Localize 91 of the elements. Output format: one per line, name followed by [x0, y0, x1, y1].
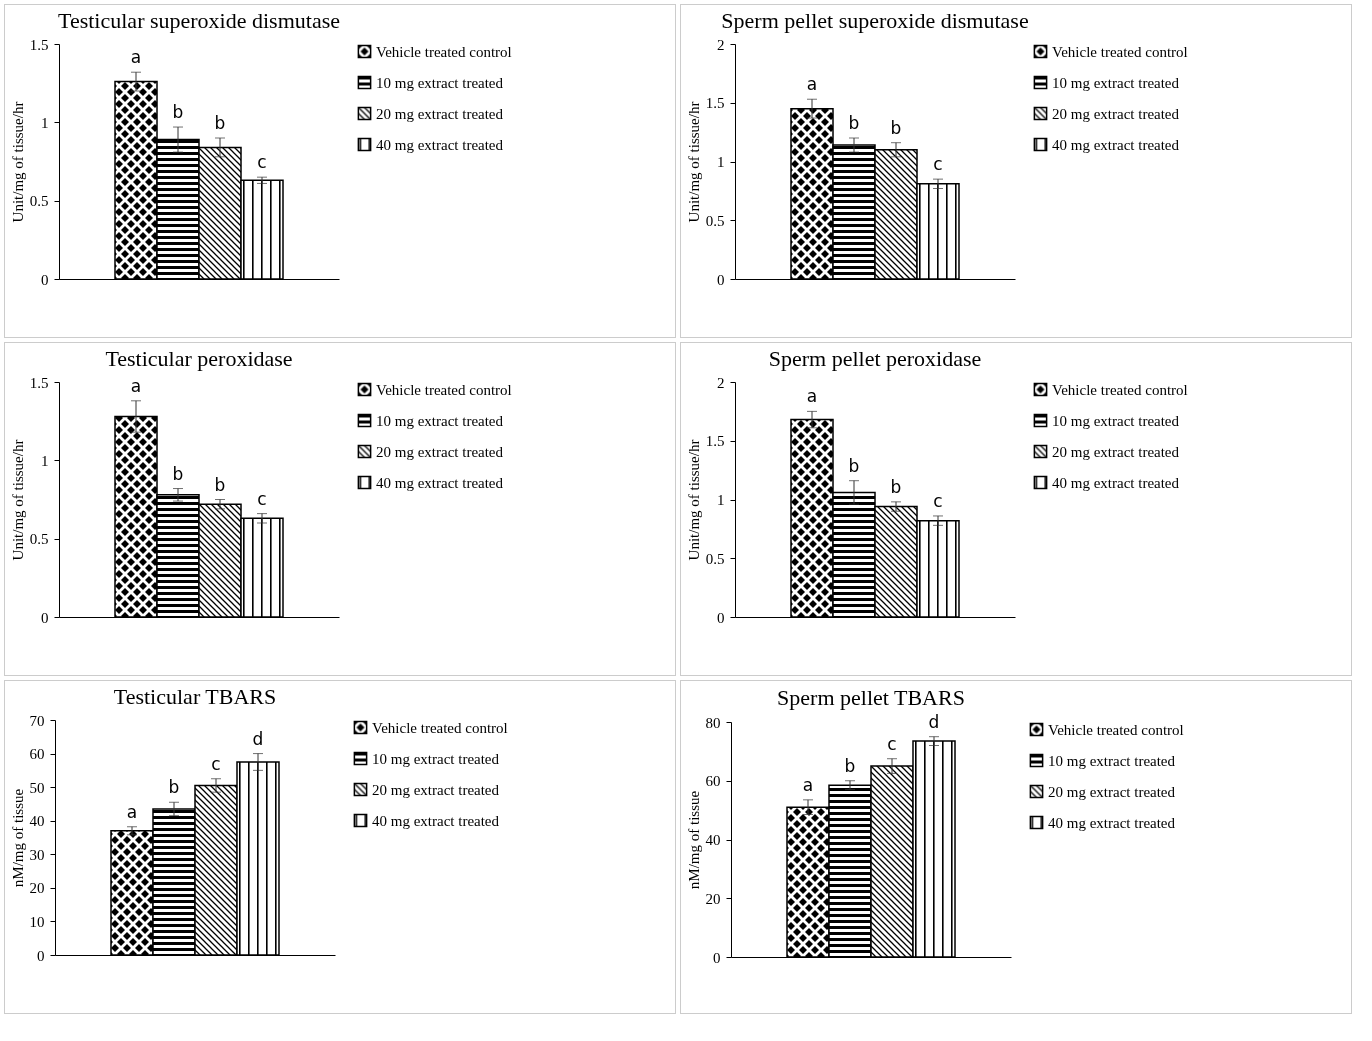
chart-title: Testicular peroxidase: [105, 346, 293, 371]
data-label: c: [887, 733, 897, 754]
data-label: b: [214, 113, 226, 133]
data-label: a: [802, 774, 814, 795]
data-label: b: [848, 455, 860, 476]
data-label: a: [126, 801, 138, 822]
y-tick-label: 0: [713, 949, 721, 966]
legend-label: 40 mg extract treated: [1048, 814, 1176, 831]
data-label: d: [252, 728, 264, 749]
y-tick-label: 10: [29, 913, 45, 930]
y-tick-label: 0: [41, 271, 49, 288]
legend-label: Vehicle treated control: [1052, 43, 1188, 60]
data-label: b: [168, 777, 180, 798]
chart-title: Sperm pellet TBARS: [777, 684, 965, 710]
chart-title: Testicular superoxide dismutase: [58, 8, 340, 33]
legend-label: 20 mg extract treated: [1052, 105, 1180, 122]
legend-label: 20 mg extract treated: [1052, 443, 1180, 460]
y-tick-label: 1.5: [705, 433, 725, 450]
data-label: c: [257, 488, 267, 509]
y-axis-title: nM/mg of tissue: [685, 790, 702, 890]
legend-label: Vehicle treated control: [1048, 721, 1184, 738]
legend-label: 40 mg extract treated: [376, 474, 504, 491]
legend-label: 40 mg extract treated: [372, 812, 500, 829]
data-label: c: [257, 152, 267, 173]
legend-label: 20 mg extract treated: [372, 781, 500, 798]
y-tick-label: 1: [41, 114, 49, 131]
y-tick-label: 0: [717, 271, 725, 288]
y-tick-label: 70: [29, 712, 45, 729]
y-axis-title: Unit/mg of tissue/hr: [9, 439, 26, 561]
y-tick-label: 0.5: [29, 531, 49, 548]
data-label: a: [806, 386, 818, 407]
legend-label: 10 mg extract treated: [1048, 752, 1176, 769]
legend-label: 10 mg extract treated: [1052, 74, 1180, 91]
legend-label: 10 mg extract treated: [376, 74, 504, 91]
y-tick-label: 2: [717, 374, 725, 391]
data-label: b: [214, 474, 226, 495]
data-label: b: [172, 463, 184, 484]
y-axis-title: Unit/mg of tissue/hr: [9, 101, 26, 223]
legend-label: 20 mg extract treated: [376, 443, 504, 460]
data-label: b: [848, 113, 860, 133]
y-tick-label: 80: [705, 714, 721, 731]
y-tick-label: 60: [29, 746, 45, 763]
y-tick-label: 20: [705, 890, 721, 907]
y-tick-label: 0.5: [705, 212, 725, 229]
data-label: a: [130, 375, 142, 396]
y-tick-label: 1: [41, 452, 49, 469]
y-axis-title: Unit/mg of tissue/hr: [685, 439, 702, 561]
y-tick-label: 30: [29, 846, 45, 863]
y-tick-label: 20: [29, 880, 45, 897]
legend-label: 40 mg extract treated: [1052, 474, 1180, 491]
y-tick-label: 40: [29, 813, 45, 830]
y-tick-label: 0: [717, 609, 725, 626]
data-label: b: [172, 102, 184, 123]
y-tick-label: 1.5: [29, 36, 49, 53]
legend-label: Vehicle treated control: [1052, 381, 1188, 398]
y-tick-label: 0.5: [705, 550, 725, 567]
y-axis-title: Unit/mg of tissue/hr: [685, 101, 702, 223]
legend-label: 10 mg extract treated: [376, 412, 504, 429]
y-tick-label: 1: [717, 154, 725, 170]
chart-title: Sperm pellet peroxidase: [768, 346, 982, 371]
legend-label: 40 mg extract treated: [376, 136, 504, 153]
y-tick-label: 60: [705, 773, 721, 790]
data-label: d: [928, 711, 940, 732]
y-tick-label: 0.5: [29, 193, 49, 210]
chart-title: Testicular TBARS: [113, 684, 277, 709]
chart-title: Sperm pellet superoxide dismutase: [721, 8, 1029, 33]
data-label: c: [933, 154, 943, 175]
legend-label: Vehicle treated control: [376, 381, 512, 398]
y-axis-title: nM/mg of tissue: [9, 788, 26, 888]
data-label: b: [890, 117, 902, 138]
y-tick-label: 2: [717, 36, 725, 53]
data-label: b: [890, 476, 902, 497]
data-label: c: [933, 490, 943, 511]
data-label: c: [211, 753, 221, 774]
y-tick-label: 1: [717, 492, 725, 508]
legend-label: Vehicle treated control: [376, 43, 512, 60]
y-tick-label: 0: [37, 947, 45, 964]
y-tick-label: 50: [29, 779, 45, 796]
data-label: a: [130, 47, 142, 68]
legend-label: 40 mg extract treated: [1052, 136, 1180, 153]
y-tick-label: 40: [705, 832, 721, 848]
legend-label: 20 mg extract treated: [1048, 783, 1176, 800]
legend-label: Vehicle treated control: [372, 719, 508, 736]
y-tick-label: 0: [41, 609, 49, 626]
legend-label: 20 mg extract treated: [376, 105, 504, 122]
y-tick-label: 1.5: [705, 95, 725, 112]
y-tick-label: 1.5: [29, 374, 49, 391]
legend-label: 10 mg extract treated: [372, 750, 500, 767]
legend-label: 10 mg extract treated: [1052, 412, 1180, 429]
data-label: b: [844, 755, 856, 776]
data-label: a: [806, 74, 818, 95]
